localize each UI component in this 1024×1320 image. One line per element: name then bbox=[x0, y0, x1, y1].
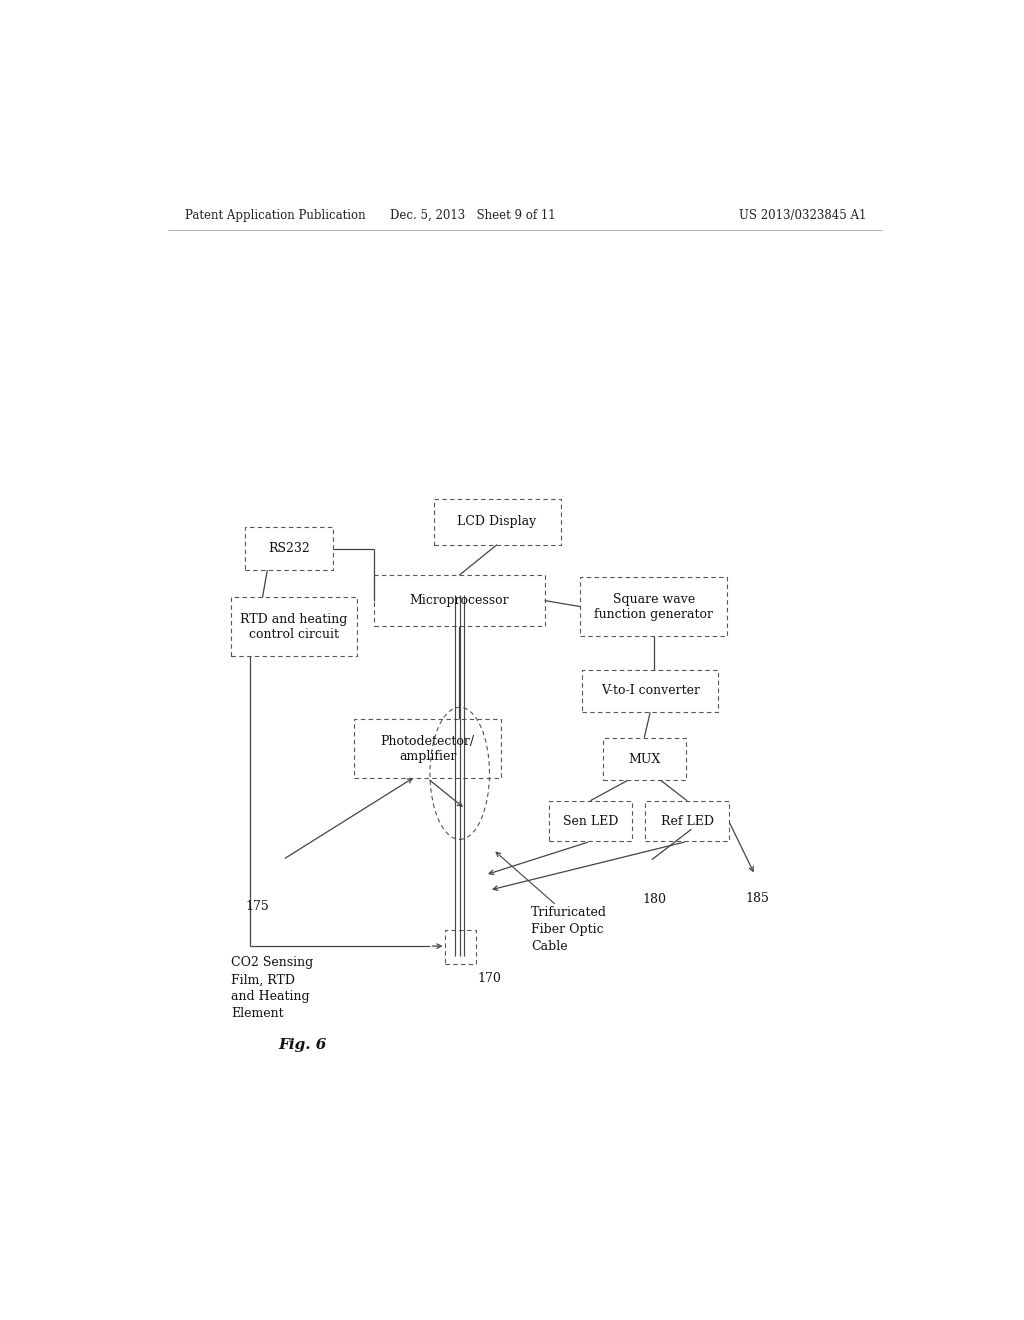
Text: 175: 175 bbox=[246, 900, 269, 913]
Text: V-to-I converter: V-to-I converter bbox=[601, 685, 699, 697]
Bar bbox=[582, 669, 719, 713]
Bar bbox=[354, 719, 501, 779]
Text: RTD and heating
control circuit: RTD and heating control circuit bbox=[241, 612, 347, 642]
Text: 180: 180 bbox=[642, 894, 667, 907]
Text: RS232: RS232 bbox=[268, 543, 310, 556]
Text: 185: 185 bbox=[745, 892, 769, 906]
Text: Photodetector/
amplifier: Photodetector/ amplifier bbox=[381, 735, 475, 763]
Text: Dec. 5, 2013   Sheet 9 of 11: Dec. 5, 2013 Sheet 9 of 11 bbox=[390, 209, 556, 222]
Bar bbox=[231, 598, 356, 656]
Bar bbox=[645, 801, 729, 841]
Text: Ref LED: Ref LED bbox=[660, 814, 714, 828]
Bar bbox=[374, 576, 545, 626]
Bar bbox=[602, 738, 686, 780]
Bar bbox=[433, 499, 560, 545]
Text: CO2 Sensing
Film, RTD
and Heating
Element: CO2 Sensing Film, RTD and Heating Elemen… bbox=[231, 956, 313, 1020]
Bar bbox=[246, 528, 333, 570]
Text: Sen LED: Sen LED bbox=[562, 814, 617, 828]
Text: Patent Application Publication: Patent Application Publication bbox=[185, 209, 366, 222]
Text: Trifuricated
Fiber Optic
Cable: Trifuricated Fiber Optic Cable bbox=[531, 907, 607, 953]
Text: MUX: MUX bbox=[628, 752, 660, 766]
Text: 170: 170 bbox=[477, 972, 501, 985]
Bar bbox=[581, 577, 727, 636]
Text: LCD Display: LCD Display bbox=[458, 515, 537, 528]
Bar bbox=[549, 801, 632, 841]
Bar bbox=[445, 929, 475, 965]
Text: Microprocessor: Microprocessor bbox=[410, 594, 509, 607]
Text: Fig. 6: Fig. 6 bbox=[279, 1038, 327, 1052]
Text: Square wave
function generator: Square wave function generator bbox=[594, 593, 714, 620]
Text: US 2013/0323845 A1: US 2013/0323845 A1 bbox=[738, 209, 866, 222]
